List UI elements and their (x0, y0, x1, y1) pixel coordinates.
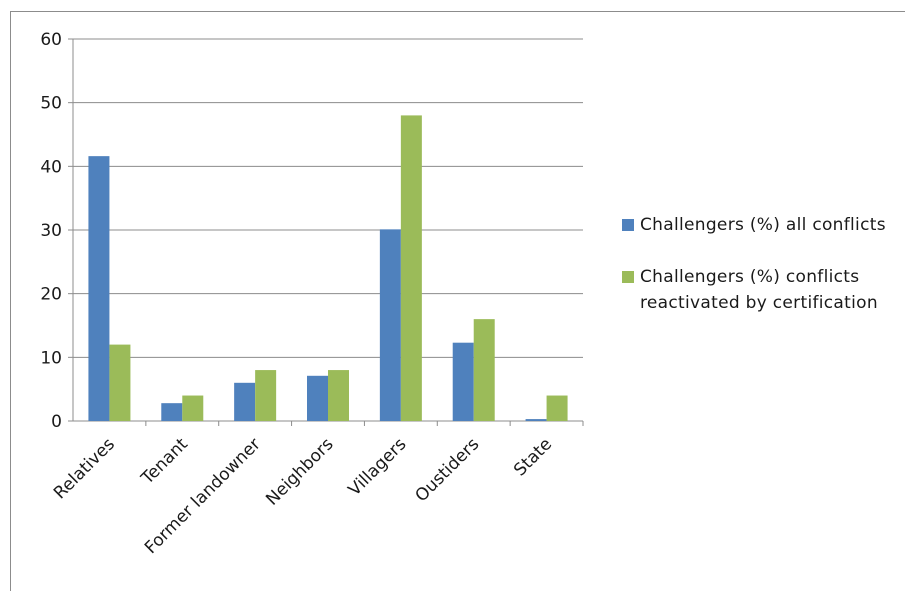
bar-series-1-tenant (161, 403, 183, 421)
bar-series-2-former-landowner (255, 370, 277, 421)
x-tick-label: Relatives (50, 434, 119, 503)
bar-series-2-neighbors (328, 370, 349, 421)
legend-item-series-1: Challengers (%) all conflicts (622, 212, 902, 238)
y-tick-label: 60 (40, 30, 62, 50)
y-tick-label: 0 (51, 412, 62, 432)
bar-series-1-relatives (88, 156, 110, 421)
bar-series-1-villagers (379, 229, 401, 421)
x-tick-label: Oustiders (411, 434, 483, 506)
bars (88, 115, 568, 422)
bar-series-2-oustiders (473, 319, 495, 421)
y-tick-label: 40 (40, 157, 62, 177)
legend-swatch-series-2 (622, 271, 634, 283)
x-tick-label: Villagers (345, 434, 411, 500)
bar-series-1-oustiders (452, 342, 474, 421)
legend-label-series-1: Challengers (%) all conflicts (640, 215, 886, 235)
axes (68, 38, 584, 426)
bar-series-1-state (525, 419, 547, 421)
x-tick-label: Neighbors (262, 434, 337, 509)
x-tick-label: Tenant (137, 434, 192, 489)
x-tick-label: State (510, 434, 556, 480)
y-tick-label: 10 (40, 348, 62, 368)
legend-label-series-2: Challengers (%) conflicts reactivated by… (640, 267, 878, 313)
legend: Challengers (%) all conflicts Challenger… (622, 212, 902, 342)
bar-series-2-tenant (182, 395, 204, 421)
bar-series-1-former-landowner (234, 382, 256, 421)
chart-frame (10, 11, 905, 591)
y-tick-label: 20 (40, 285, 62, 305)
y-tick-label: 50 (40, 94, 62, 114)
y-tick-labels: 0 10 20 30 40 50 60 (40, 30, 62, 432)
gridlines (73, 38, 583, 358)
bar-series-2-relatives (109, 344, 131, 421)
bar-series-2-state (546, 395, 568, 421)
bar-series-2-villagers (400, 115, 422, 422)
legend-swatch-series-1 (622, 219, 634, 231)
y-tick-label: 30 (40, 221, 62, 241)
bar-series-1-neighbors (307, 375, 328, 421)
legend-item-series-2: Challengers (%) conflicts reactivated by… (622, 264, 902, 316)
